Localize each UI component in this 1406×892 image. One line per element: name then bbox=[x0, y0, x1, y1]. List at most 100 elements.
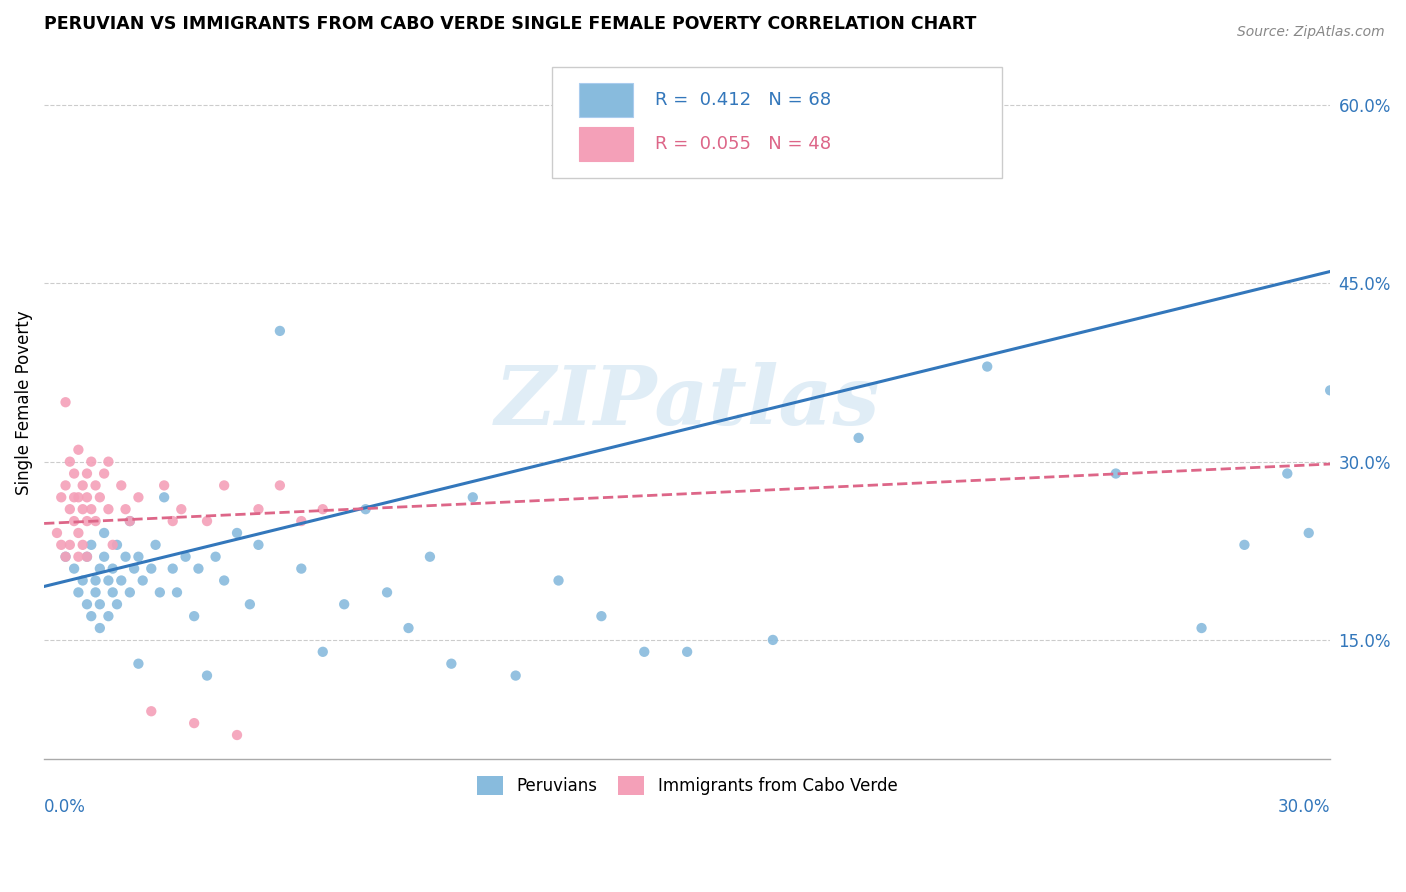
Point bbox=[93, 549, 115, 564]
Point bbox=[97, 502, 120, 516]
Point bbox=[84, 585, 107, 599]
Point bbox=[633, 645, 655, 659]
Point bbox=[505, 668, 527, 682]
Point bbox=[591, 609, 613, 624]
Point bbox=[84, 514, 107, 528]
Point bbox=[145, 538, 167, 552]
Point bbox=[59, 455, 82, 469]
Point bbox=[247, 538, 270, 552]
Point bbox=[67, 491, 90, 505]
Y-axis label: Single Female Poverty: Single Female Poverty bbox=[15, 310, 32, 494]
Point bbox=[55, 478, 77, 492]
Point bbox=[84, 574, 107, 588]
Text: 0.0%: 0.0% bbox=[44, 798, 86, 816]
Point bbox=[333, 597, 356, 611]
Point bbox=[63, 491, 86, 505]
FancyBboxPatch shape bbox=[553, 67, 1002, 178]
Legend: Peruvians, Immigrants from Cabo Verde: Peruvians, Immigrants from Cabo Verde bbox=[470, 769, 904, 802]
Point bbox=[1298, 525, 1320, 540]
Point bbox=[440, 657, 463, 671]
Point bbox=[419, 549, 441, 564]
Point bbox=[141, 704, 163, 718]
Point bbox=[212, 574, 235, 588]
Point bbox=[89, 597, 111, 611]
Point bbox=[63, 561, 86, 575]
Point bbox=[84, 478, 107, 492]
Point bbox=[89, 491, 111, 505]
Text: PERUVIAN VS IMMIGRANTS FROM CABO VERDE SINGLE FEMALE POVERTY CORRELATION CHART: PERUVIAN VS IMMIGRANTS FROM CABO VERDE S… bbox=[44, 15, 977, 33]
Point bbox=[118, 585, 141, 599]
Point bbox=[93, 467, 115, 481]
Point bbox=[76, 549, 98, 564]
Point bbox=[127, 657, 149, 671]
Point bbox=[59, 502, 82, 516]
Point bbox=[187, 561, 209, 575]
Point bbox=[114, 549, 136, 564]
Point bbox=[72, 502, 94, 516]
Point bbox=[67, 549, 90, 564]
Point bbox=[312, 502, 335, 516]
Point bbox=[67, 442, 90, 457]
Point bbox=[153, 491, 176, 505]
Point bbox=[195, 668, 218, 682]
Point bbox=[547, 574, 569, 588]
Text: Source: ZipAtlas.com: Source: ZipAtlas.com bbox=[1237, 25, 1385, 39]
Point bbox=[312, 645, 335, 659]
Point bbox=[848, 431, 870, 445]
Point bbox=[89, 621, 111, 635]
Point bbox=[114, 502, 136, 516]
Point bbox=[127, 549, 149, 564]
Point bbox=[976, 359, 998, 374]
Text: R =  0.412   N = 68: R = 0.412 N = 68 bbox=[655, 91, 831, 109]
Point bbox=[1319, 384, 1341, 398]
Point bbox=[1233, 538, 1256, 552]
Point bbox=[162, 514, 184, 528]
Point bbox=[63, 467, 86, 481]
Point bbox=[290, 514, 312, 528]
Point bbox=[1105, 467, 1128, 481]
Point bbox=[55, 549, 77, 564]
Point bbox=[105, 597, 128, 611]
Point bbox=[63, 514, 86, 528]
Point bbox=[118, 514, 141, 528]
Point bbox=[76, 597, 98, 611]
Point bbox=[122, 561, 145, 575]
Point bbox=[226, 525, 249, 540]
Point bbox=[101, 538, 124, 552]
Point bbox=[110, 478, 132, 492]
Point bbox=[239, 597, 262, 611]
Text: 30.0%: 30.0% bbox=[1278, 798, 1330, 816]
Point bbox=[55, 549, 77, 564]
Point bbox=[80, 538, 103, 552]
Point bbox=[170, 502, 193, 516]
Point bbox=[76, 491, 98, 505]
Point bbox=[195, 514, 218, 528]
Point bbox=[101, 561, 124, 575]
Point bbox=[80, 455, 103, 469]
Point bbox=[269, 324, 291, 338]
Point bbox=[101, 585, 124, 599]
Point bbox=[72, 538, 94, 552]
Point bbox=[1277, 467, 1299, 481]
Point bbox=[141, 561, 163, 575]
Point bbox=[127, 491, 149, 505]
Point bbox=[93, 525, 115, 540]
Point bbox=[174, 549, 197, 564]
Point bbox=[166, 585, 188, 599]
Point bbox=[354, 502, 377, 516]
Point bbox=[51, 538, 73, 552]
Point bbox=[204, 549, 226, 564]
Point bbox=[212, 478, 235, 492]
Point bbox=[149, 585, 172, 599]
Point bbox=[183, 716, 205, 731]
Point bbox=[398, 621, 420, 635]
Bar bbox=[579, 127, 633, 161]
Point bbox=[72, 478, 94, 492]
Point bbox=[80, 502, 103, 516]
Point bbox=[461, 491, 484, 505]
Point bbox=[97, 574, 120, 588]
Point bbox=[97, 455, 120, 469]
Point bbox=[153, 478, 176, 492]
Point bbox=[162, 561, 184, 575]
Point bbox=[676, 645, 699, 659]
